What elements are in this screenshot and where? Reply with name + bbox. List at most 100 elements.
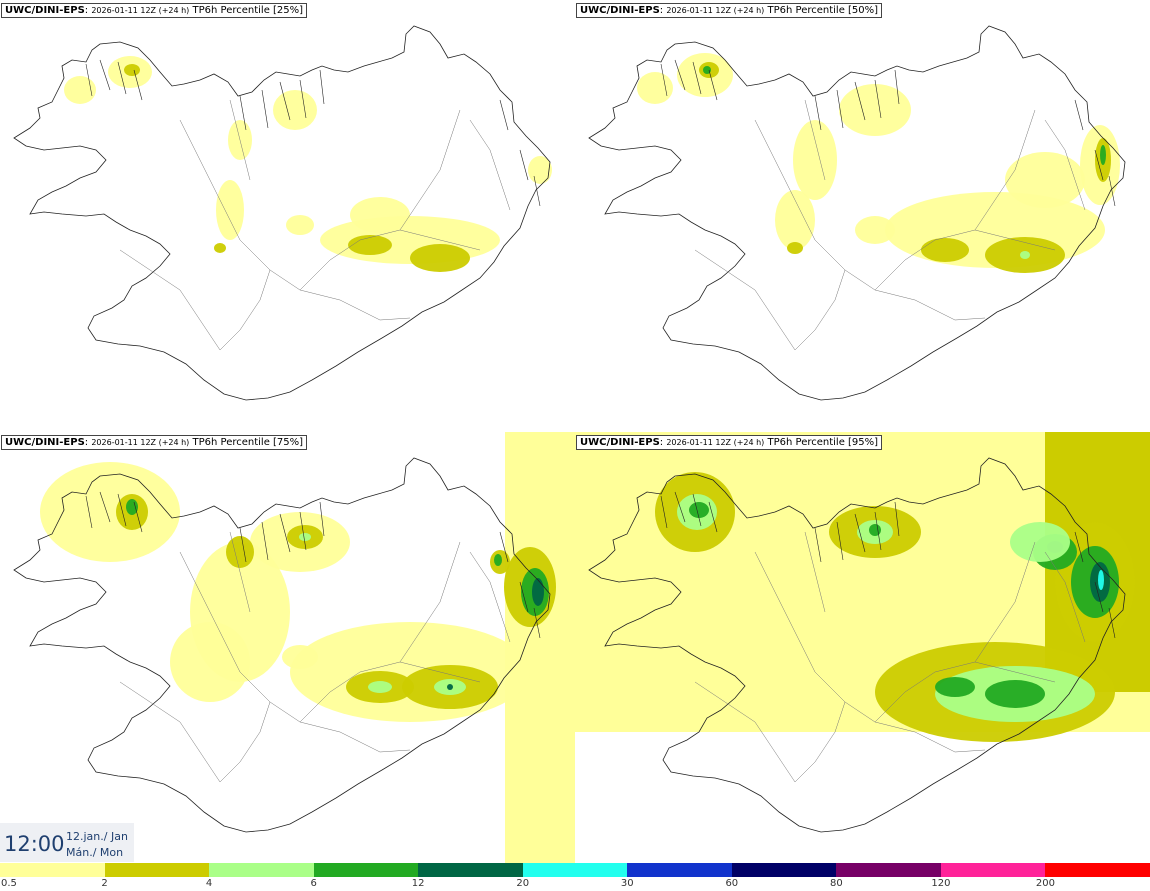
iceland-map <box>575 432 1150 864</box>
precip-area <box>1005 152 1085 208</box>
precip-area <box>1100 145 1106 165</box>
precip-area <box>787 242 803 254</box>
road-line <box>339 731 411 753</box>
field-name: TP6h Percentile [95%] <box>767 437 879 448</box>
precip-area <box>320 216 500 264</box>
legend-swatch <box>209 863 314 877</box>
precip-area <box>1098 570 1104 590</box>
precip-area <box>1020 251 1030 259</box>
map-panel: UWC/DINI-EPS: 2026-01-11 12Z (+24 h) TP6… <box>0 432 575 864</box>
run-time: 2026-01-11 12Z (+24 h) <box>666 438 765 447</box>
legend-swatch <box>627 863 732 877</box>
fjord-line <box>299 79 307 119</box>
precip-area <box>575 732 1150 864</box>
precip-area <box>494 554 502 566</box>
legend-tick-label: 4 <box>205 878 213 889</box>
map-panel: UWC/DINI-EPS: 2026-01-11 12Z (+24 h) TP6… <box>575 0 1150 432</box>
legend-swatch <box>1045 863 1150 877</box>
precip-area <box>839 84 911 136</box>
road-line <box>694 249 796 351</box>
fjord-line <box>854 81 866 121</box>
legend-tick-label: 80 <box>829 878 843 889</box>
precipitation-legend: 0.5 2 4 6 12 20 30 60 80 120 200 <box>0 862 1150 891</box>
legend-swatch <box>522 863 628 877</box>
precip-area <box>637 72 673 104</box>
precip-area <box>793 120 837 200</box>
fjord-line <box>519 581 529 613</box>
fjord-line <box>239 95 247 131</box>
precip-area <box>410 244 470 272</box>
precip-area <box>1010 522 1070 562</box>
run-time: 2026-01-11 12Z (+24 h) <box>666 6 765 15</box>
precip-area <box>447 684 453 690</box>
precip-area <box>299 533 311 541</box>
legend-swatch <box>0 863 105 877</box>
road-line <box>914 731 986 753</box>
precip-area <box>775 190 815 250</box>
road-line <box>974 541 1036 663</box>
road-line <box>804 99 826 181</box>
coastline <box>13 25 551 401</box>
model-source: UWC/DINI-EPS <box>5 437 85 448</box>
road-line <box>469 551 511 643</box>
fjord-line <box>1094 581 1104 613</box>
fjord-line <box>894 501 900 537</box>
fjord-line <box>133 69 143 101</box>
road-line <box>469 119 511 211</box>
fjord-line <box>1094 149 1104 181</box>
fjord-line <box>836 521 844 561</box>
legend-swatch <box>731 863 837 877</box>
legend-tick-label: 12 <box>411 878 425 889</box>
map-panel: UWC/DINI-EPS: 2026-01-11 12Z (+24 h) TP6… <box>0 0 575 432</box>
fjord-line <box>674 491 686 523</box>
valid-date: 12.jan./ Jan <box>66 830 128 843</box>
fjord-line <box>85 63 93 97</box>
legend-swatch <box>313 863 419 877</box>
legend-swatch <box>418 863 523 877</box>
fjord-line <box>708 501 718 533</box>
panel-title: UWC/DINI-EPS: 2026-01-11 12Z (+24 h) TP6… <box>1 435 308 450</box>
valid-time-box: 12:00 12.jan./ Jan Mán./ Mon <box>0 823 134 862</box>
road-line <box>804 531 826 613</box>
precip-area <box>226 536 254 568</box>
fjord-line <box>708 69 718 101</box>
legend-swatch <box>104 863 210 877</box>
precip-area <box>921 238 969 262</box>
precip-area <box>869 524 881 536</box>
legend-tick-label: 200 <box>1035 878 1055 889</box>
precip-area <box>170 622 250 702</box>
fjord-line <box>1108 607 1116 639</box>
valid-time: 12:00 <box>4 832 65 856</box>
fjord-line <box>1108 175 1116 207</box>
precip-area <box>935 677 975 697</box>
road-line <box>874 661 1056 723</box>
legend-tick-label: 0.5 <box>1 878 17 889</box>
legend-tick-label: 60 <box>725 878 739 889</box>
iceland-map <box>588 25 1126 401</box>
precip-area <box>282 645 318 669</box>
iceland-map <box>13 25 552 401</box>
run-time: 2026-01-11 12Z (+24 h) <box>91 6 190 15</box>
legend-tick-label: 30 <box>620 878 634 889</box>
coastline <box>13 457 551 833</box>
legend-swatch <box>836 863 941 877</box>
precip-area <box>689 502 709 518</box>
precip-area <box>348 235 392 255</box>
road-line <box>874 229 1056 291</box>
road-line <box>914 299 986 321</box>
road-line <box>299 229 481 291</box>
model-source: UWC/DINI-EPS <box>580 5 660 16</box>
fjord-line <box>133 501 143 533</box>
fjord-line <box>533 607 541 639</box>
fjord-line <box>85 495 93 529</box>
fjord-line <box>894 69 900 105</box>
precip-area <box>505 432 575 864</box>
precip-area <box>40 462 180 562</box>
precip-area <box>126 499 138 515</box>
precip-area <box>273 90 317 130</box>
fjord-line <box>319 501 325 537</box>
map-panel: UWC/DINI-EPS: 2026-01-11 12Z (+24 h) TP6… <box>575 432 1150 864</box>
fjord-line <box>692 61 702 95</box>
fjord-line <box>279 513 291 553</box>
road-line <box>119 681 221 783</box>
